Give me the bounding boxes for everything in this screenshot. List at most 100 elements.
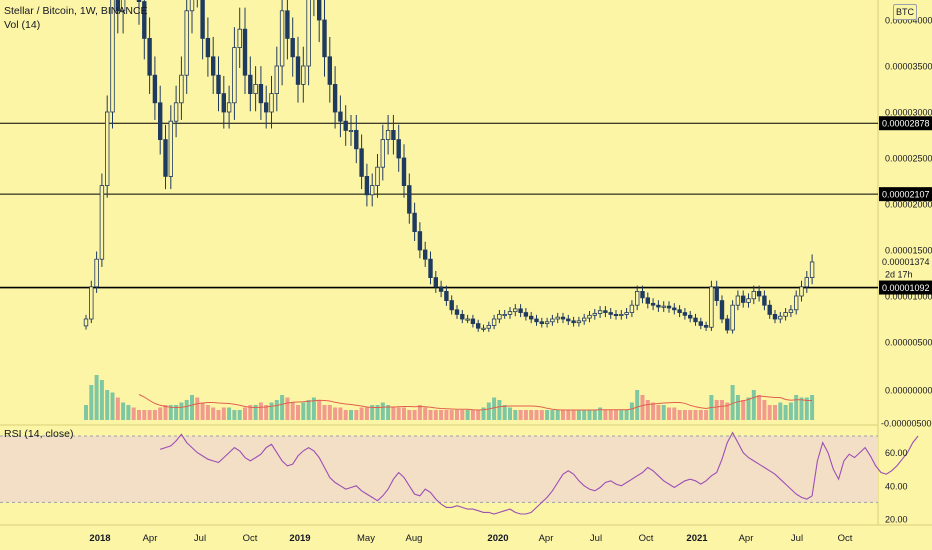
time-axis[interactable]: 2018 Apr Jul Oct 2019 May Aug 2020 Apr Jul Oct 2021…	[89, 533, 852, 544]
volume-bar	[412, 410, 417, 420]
candle-body	[597, 310, 603, 314]
level-label-text: 0.00002107	[882, 190, 930, 200]
candle-body	[242, 28, 248, 76]
volume-bar	[502, 405, 507, 420]
candle-body	[274, 65, 279, 95]
candle-body	[756, 290, 762, 297]
volume-bar	[614, 410, 618, 420]
candle-body	[179, 74, 184, 104]
volume-bar	[571, 410, 576, 420]
volume-bar	[168, 405, 173, 420]
candle-body	[772, 313, 778, 320]
candle-body	[534, 318, 539, 323]
volume-tick-label: 0.00000000	[885, 386, 932, 396]
volume-bar	[158, 407, 163, 420]
volume-bar	[349, 410, 353, 420]
candle-body	[560, 316, 566, 320]
volume-bar	[508, 407, 512, 420]
price-axis[interactable]: 0.00000500 0.00001000 0.00001500 0.00002000…	[881, 0, 932, 525]
candle-body	[539, 321, 544, 325]
candle-body	[396, 139, 401, 159]
volume-bar	[762, 400, 767, 420]
volume-bar	[773, 405, 777, 420]
volume-bar	[105, 390, 110, 420]
candle-body	[688, 314, 693, 319]
volume-bar	[539, 410, 544, 420]
candle-body	[544, 321, 550, 325]
volume-bar	[306, 400, 311, 420]
volume-bar	[804, 397, 809, 420]
candle-body	[221, 93, 226, 113]
price-tick-label: 0.00003000	[885, 108, 932, 118]
volume-bar	[518, 410, 523, 420]
candle-body	[672, 307, 677, 311]
volume-bar	[237, 410, 242, 420]
candle-body	[730, 304, 735, 331]
volume-bar	[370, 405, 375, 420]
candle-body	[99, 185, 105, 260]
volume-bar	[497, 400, 502, 420]
chart-legend: Stellar / Bitcoin, 1W, BINANCE Vol (14)	[4, 4, 148, 32]
candle-body	[449, 300, 454, 311]
candle-body	[316, 0, 322, 21]
candle-body	[592, 313, 597, 316]
volume-bar	[523, 410, 528, 420]
volume-bar	[730, 385, 735, 420]
volume-bar	[126, 405, 131, 420]
candle-body	[285, 10, 290, 39]
volume-bar	[651, 402, 656, 420]
candle-body	[322, 19, 327, 58]
candle-body	[248, 74, 253, 94]
volume-bar	[799, 397, 804, 420]
candle-body	[619, 313, 624, 316]
volume-bar	[682, 410, 687, 420]
volume-bar	[121, 402, 126, 420]
volume-bar	[460, 410, 465, 420]
currency-badge[interactable]: BTC	[893, 4, 917, 20]
volume-bar	[545, 410, 550, 420]
candle-body	[645, 297, 650, 304]
candle-body	[603, 310, 608, 313]
candle-body	[94, 258, 99, 288]
volume-bar	[152, 410, 157, 420]
volume-bar	[688, 410, 693, 420]
candle-body	[624, 312, 629, 315]
candle-body	[809, 261, 815, 278]
price-tick-label: 0.00000500	[885, 338, 932, 348]
volume-bar	[402, 407, 406, 420]
candle-body	[640, 290, 645, 299]
candle-body	[290, 38, 295, 58]
volume-bar	[211, 407, 216, 420]
candle-body	[719, 300, 725, 320]
volume-title[interactable]: Vol (14)	[4, 19, 41, 31]
candle-body	[343, 120, 348, 131]
volume-bar	[751, 390, 756, 420]
candle-body	[226, 102, 232, 113]
volume-bar	[598, 407, 603, 420]
volume-bar	[550, 410, 555, 420]
volume-bar	[354, 410, 359, 420]
volume-bar	[656, 405, 661, 420]
candle-body	[725, 318, 730, 331]
candle-body	[778, 315, 783, 320]
candle-body	[136, 0, 142, 2]
candle-body	[253, 84, 258, 95]
candle-body	[582, 317, 587, 322]
candle-body	[391, 129, 396, 140]
candle-body	[693, 317, 698, 323]
candle-body	[263, 102, 269, 113]
candle-body	[269, 93, 274, 113]
rsi-title[interactable]: RSI (14, close)	[4, 428, 74, 440]
symbol-title[interactable]: Stellar / Bitcoin, 1W, BINANCE	[4, 5, 148, 17]
volume-bar	[465, 410, 470, 420]
time-tick-label: Aug	[406, 533, 423, 544]
volume-bar	[693, 410, 698, 420]
time-tick-label: Jul	[791, 533, 803, 544]
volume-bar	[253, 405, 258, 420]
candle-body	[433, 277, 438, 288]
candle-body	[587, 314, 592, 319]
volume-bar	[725, 402, 730, 420]
candle-body	[714, 286, 719, 301]
candle-body	[279, 10, 285, 67]
